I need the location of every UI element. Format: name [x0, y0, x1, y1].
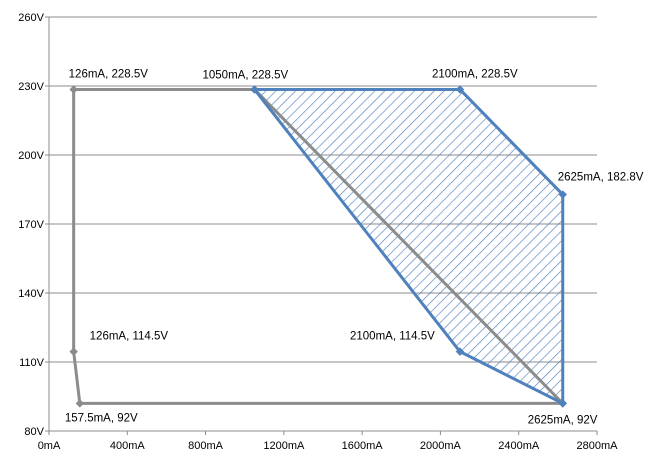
data-point — [75, 399, 85, 408]
point-annotation: 126mA, 228.5V — [69, 68, 149, 80]
axes — [45, 16, 598, 435]
y-tick-label: 140V — [18, 288, 44, 300]
y-tick-label: 230V — [18, 81, 44, 93]
point-annotation: 2625mA, 182.8V — [558, 172, 644, 184]
data-point — [250, 85, 259, 94]
x-tick-label: 2800mA — [577, 440, 619, 452]
y-tick-label: 170V — [18, 219, 44, 231]
data-point — [455, 347, 465, 356]
x-tick-label: 800mA — [188, 440, 224, 452]
point-annotation: 157.5mA, 92V — [65, 412, 138, 424]
x-tick-label: 0mA — [38, 440, 61, 452]
point-annotation: 2625mA, 92V — [528, 414, 598, 426]
series-line-inner — [253, 87, 565, 405]
x-tick-label: 1200mA — [263, 440, 305, 452]
y-tick-label: 80V — [24, 426, 44, 438]
y-tick-label: 260V — [18, 12, 44, 24]
y-tick-label: 200V — [18, 150, 44, 162]
x-tick-label: 1600mA — [342, 440, 384, 452]
series-line-outer — [72, 87, 565, 405]
x-tick-label: 400mA — [110, 440, 146, 452]
x-tick-label: 2400mA — [498, 440, 540, 452]
point-annotation: 2100mA, 228.5V — [432, 68, 518, 80]
series-lines — [72, 87, 565, 405]
data-point — [69, 347, 78, 356]
point-annotation: 2100mA, 114.5V — [350, 331, 435, 343]
point-annotation: 1050mA, 228.5V — [203, 69, 289, 81]
data-point — [455, 85, 465, 94]
data-point — [558, 399, 567, 408]
labels: 80V 110V 140V 170V 200V 230V 260V 0mA 400mA 800mA… — [18, 12, 643, 452]
data-point — [69, 85, 78, 94]
x-tick-label: 2000mA — [420, 440, 462, 452]
point-annotation: 126mA, 114.5V — [90, 331, 169, 343]
y-tick-label: 110V — [19, 357, 45, 369]
